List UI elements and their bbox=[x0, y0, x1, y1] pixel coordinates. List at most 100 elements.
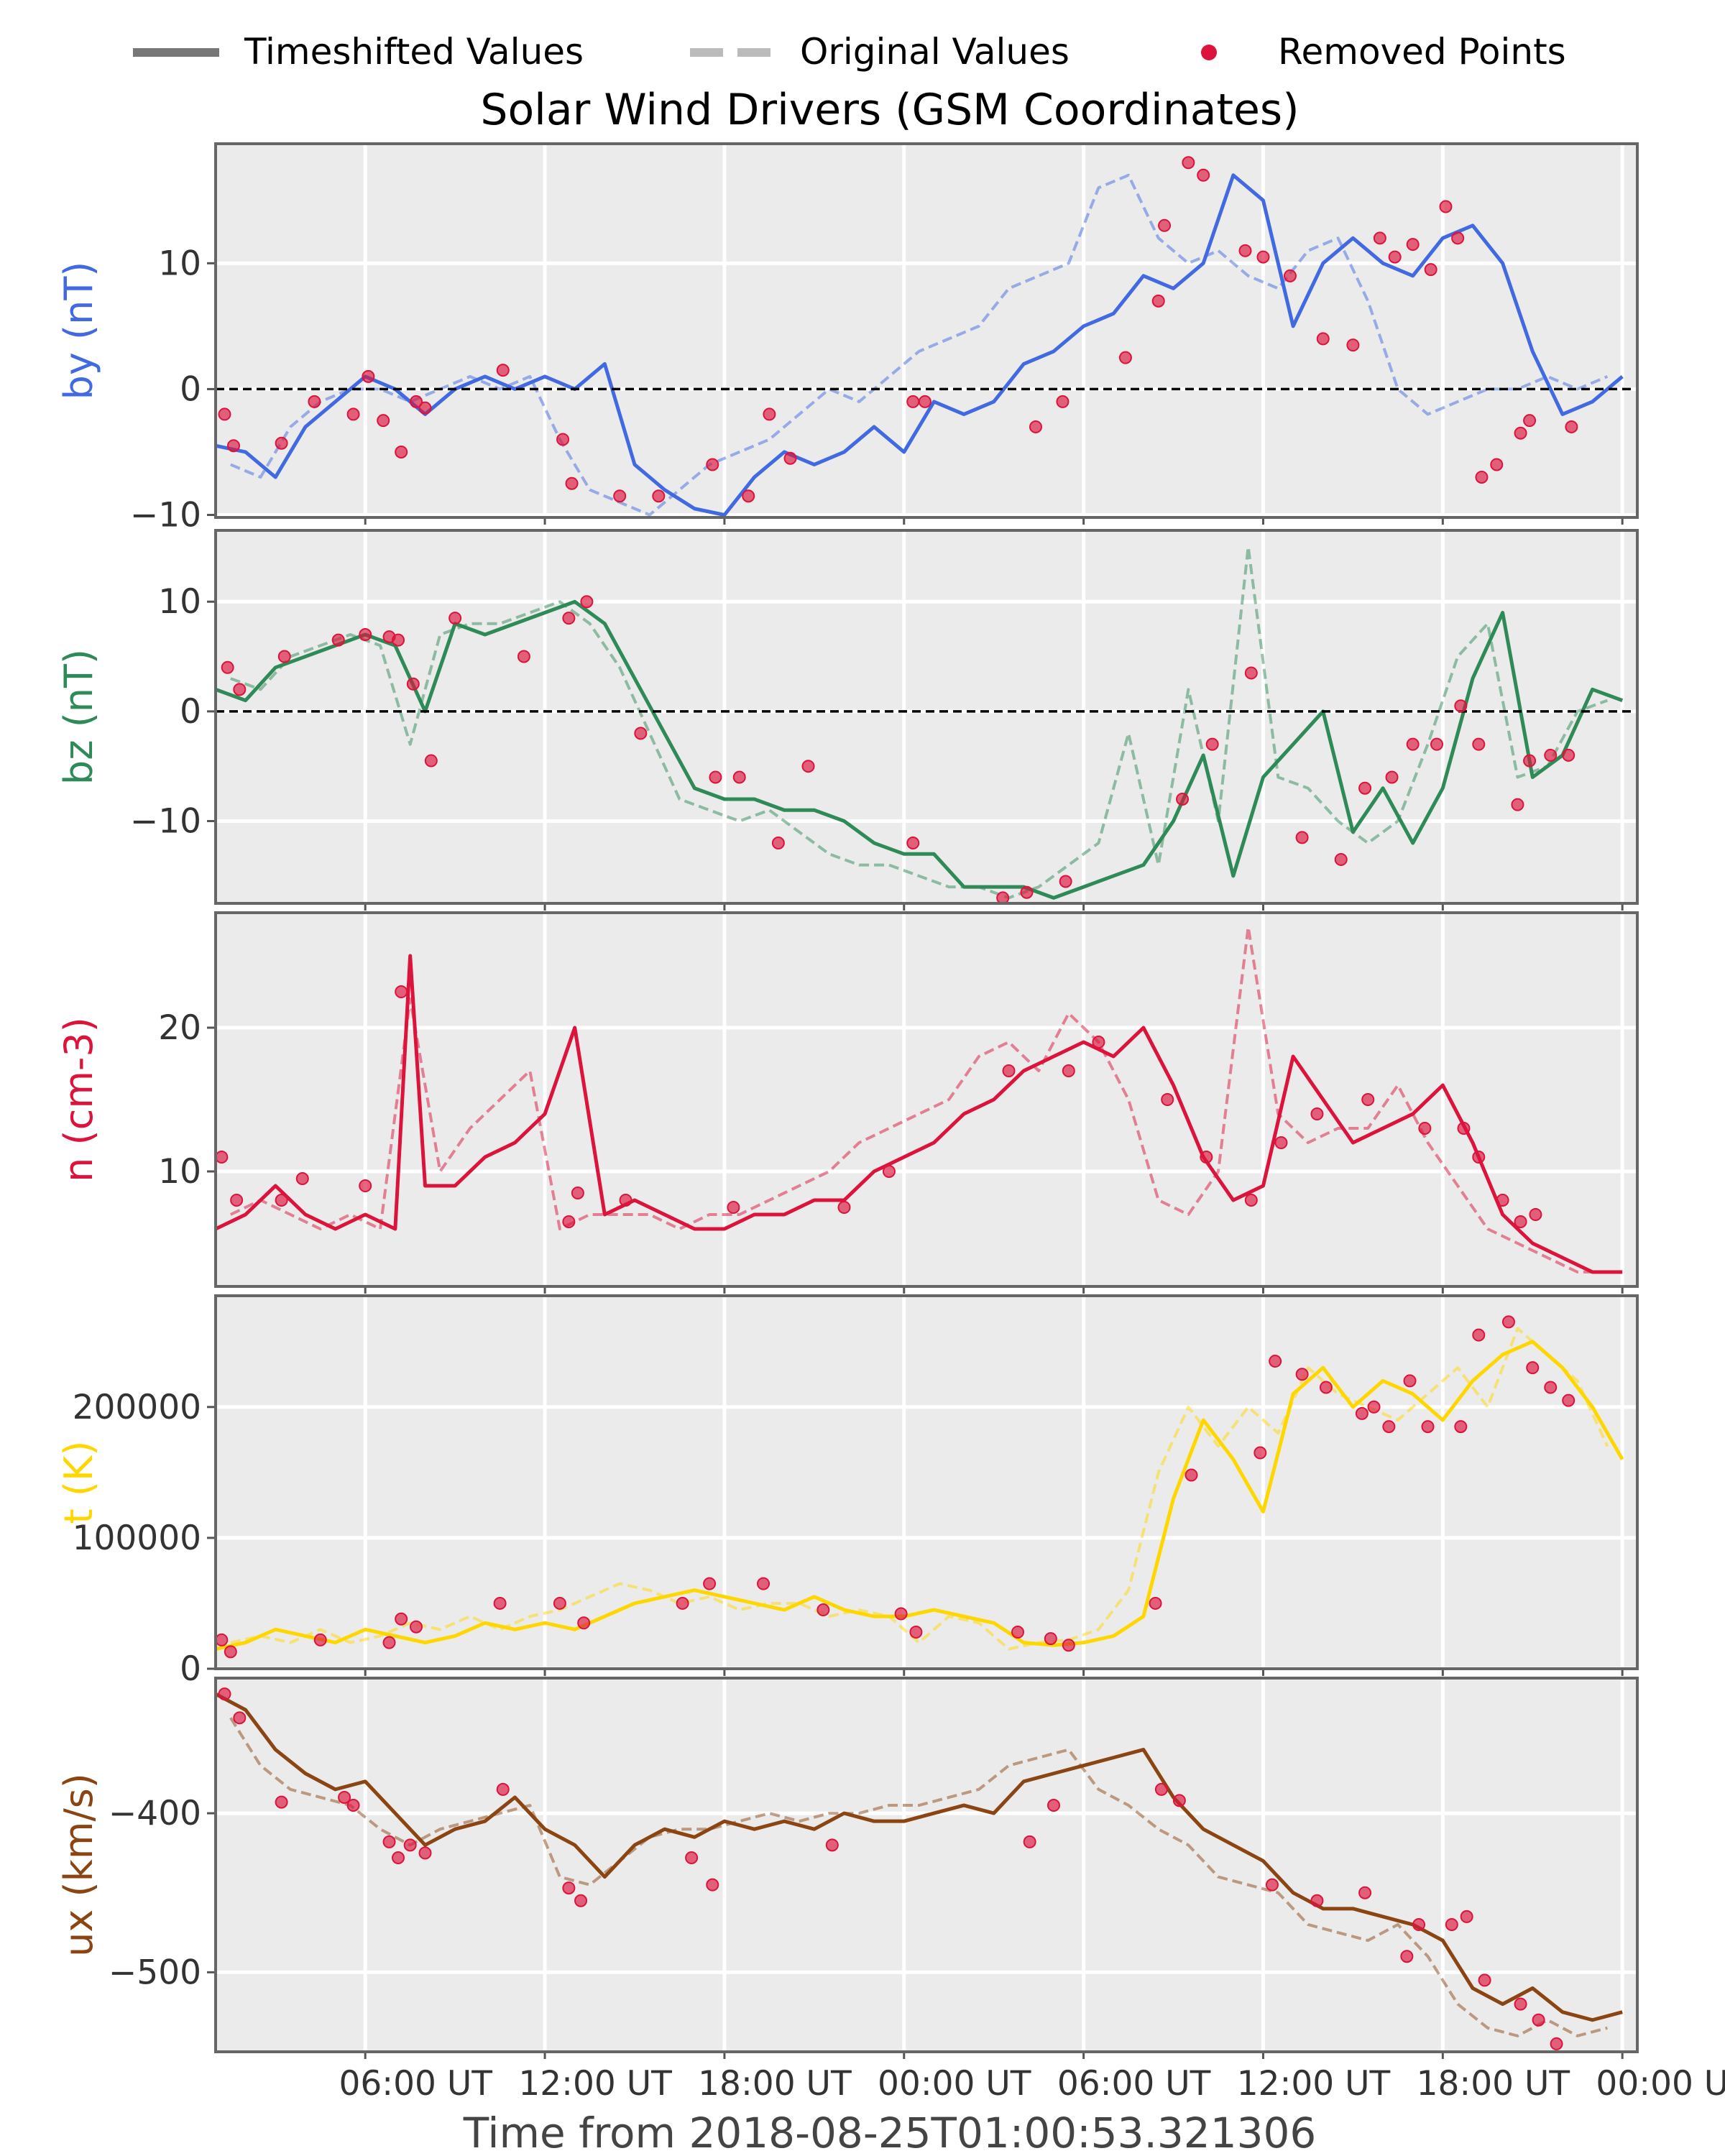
removed-point bbox=[382, 1636, 396, 1649]
removed-point bbox=[1118, 351, 1132, 364]
removed-point bbox=[331, 633, 345, 647]
removed-point bbox=[295, 1172, 309, 1185]
removed-point bbox=[1355, 1406, 1368, 1420]
removed-point bbox=[224, 1645, 237, 1659]
removed-point bbox=[1406, 737, 1420, 751]
removed-point bbox=[1445, 1917, 1458, 1931]
removed-point bbox=[732, 770, 746, 784]
y-tick-label: −10 bbox=[130, 802, 201, 842]
removed-point bbox=[410, 395, 423, 408]
removed-point bbox=[763, 407, 776, 421]
removed-point bbox=[562, 612, 576, 625]
removed-point bbox=[801, 760, 815, 773]
removed-point bbox=[1562, 748, 1576, 762]
removed-point bbox=[742, 489, 755, 503]
removed-point bbox=[1388, 250, 1402, 264]
removed-point bbox=[1244, 1194, 1258, 1207]
removed-point bbox=[1496, 1194, 1509, 1207]
removed-point bbox=[1002, 1064, 1016, 1077]
removed-point bbox=[1319, 1381, 1333, 1394]
x-tick-label-1200b: 12:00 UT bbox=[1237, 2064, 1391, 2104]
x-tick-label-0000b: 00:00 UT bbox=[1596, 2064, 1725, 2104]
removed-point bbox=[218, 407, 231, 421]
removed-point bbox=[1182, 156, 1195, 170]
removed-point bbox=[652, 489, 666, 503]
removed-point bbox=[1256, 250, 1270, 264]
removed-point bbox=[221, 660, 234, 674]
removed-point bbox=[1457, 1122, 1471, 1135]
removed-point bbox=[556, 433, 570, 446]
removed-point bbox=[882, 1165, 896, 1178]
removed-point bbox=[1295, 831, 1309, 844]
x-tick-labels: 06:00 UT 12:00 UT 18:00 UT 00:00 UT 06:00 UT… bbox=[339, 2064, 1725, 2104]
removed-point bbox=[918, 395, 932, 408]
removed-point bbox=[1532, 2013, 1545, 2027]
removed-point bbox=[230, 1194, 244, 1207]
removed-point bbox=[395, 1612, 408, 1626]
removed-point bbox=[410, 1620, 423, 1634]
removed-point bbox=[1172, 1794, 1186, 1807]
removed-point bbox=[517, 650, 530, 663]
removed-point bbox=[362, 369, 375, 383]
removed-point bbox=[1454, 699, 1468, 713]
removed-point bbox=[346, 1799, 360, 1812]
legend-label-timeshifted: Timeshifted Values bbox=[244, 31, 584, 73]
legend-swatch-removed bbox=[1201, 45, 1217, 60]
y-tick-label: 20 bbox=[158, 1008, 201, 1048]
removed-point bbox=[1373, 231, 1386, 245]
removed-point bbox=[676, 1596, 689, 1610]
removed-point bbox=[1062, 1064, 1075, 1077]
removed-point bbox=[562, 1881, 576, 1895]
removed-point bbox=[1274, 1136, 1288, 1149]
series-original-line bbox=[230, 173, 1609, 517]
removed-point bbox=[1511, 798, 1524, 811]
removed-point bbox=[1265, 1878, 1279, 1892]
removed-point bbox=[1295, 1368, 1309, 1381]
removed-point bbox=[574, 1894, 588, 1907]
removed-point bbox=[906, 395, 920, 408]
x-tick-label-0600b: 06:00 UT bbox=[1057, 2064, 1211, 2104]
removed-point bbox=[727, 1201, 740, 1214]
removed-point bbox=[1092, 1036, 1105, 1049]
removed-point bbox=[1056, 395, 1070, 408]
removed-point bbox=[308, 395, 321, 408]
plot-area bbox=[216, 545, 1637, 903]
removed-point bbox=[1151, 294, 1165, 308]
y-tick-label: 10 bbox=[158, 582, 201, 622]
removed-point bbox=[1430, 737, 1443, 751]
removed-point bbox=[1161, 1093, 1174, 1106]
removed-point bbox=[275, 1795, 288, 1809]
removed-point bbox=[1346, 338, 1360, 352]
y-axis-label: t (K) bbox=[56, 1441, 101, 1524]
removed-point bbox=[996, 891, 1010, 903]
removed-point bbox=[406, 677, 420, 691]
removed-point bbox=[709, 770, 722, 784]
removed-point bbox=[703, 1577, 717, 1590]
removed-point bbox=[1361, 1093, 1375, 1106]
removed-point bbox=[1451, 231, 1465, 245]
removed-point bbox=[1158, 218, 1172, 232]
plot-area bbox=[216, 926, 1623, 1274]
x-tick-label-1800b: 18:00 UT bbox=[1417, 2064, 1570, 2104]
removed-point bbox=[1044, 1632, 1057, 1646]
removed-point bbox=[1460, 1909, 1473, 1923]
y-axis-label: n (cm-3) bbox=[56, 1017, 101, 1182]
x-tick-label-0000a: 00:00 UT bbox=[878, 2064, 1031, 2104]
removed-point bbox=[1059, 875, 1072, 888]
removed-point bbox=[1562, 1393, 1576, 1407]
removed-point bbox=[275, 436, 288, 450]
removed-point bbox=[1334, 852, 1348, 866]
plot-frame bbox=[214, 1294, 1639, 1670]
removed-point bbox=[1472, 1151, 1486, 1164]
series-original-line bbox=[230, 1327, 1609, 1651]
panel-bz: −10 0 10 bz (nT) bbox=[56, 529, 1639, 911]
plot-background bbox=[216, 1678, 1637, 2052]
y-tick-label: 0 bbox=[180, 1649, 201, 1689]
legend: Timeshifted Values Original Values Remov… bbox=[133, 31, 1566, 73]
y-tick-label: −500 bbox=[109, 1953, 201, 1992]
removed-point bbox=[395, 445, 408, 459]
removed-point bbox=[906, 837, 920, 850]
removed-point bbox=[382, 1835, 396, 1848]
